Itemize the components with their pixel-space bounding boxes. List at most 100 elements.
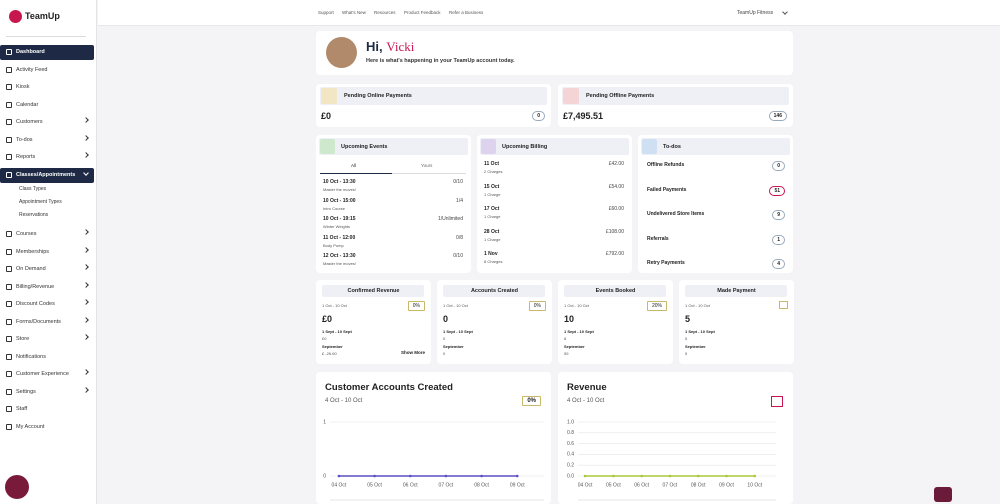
- billing-charges: 1 Charge: [484, 214, 501, 219]
- nav-sub-item[interactable]: Reservations: [19, 212, 49, 218]
- nav-item[interactable]: Dashboard: [16, 49, 45, 55]
- tab-line: [392, 173, 466, 174]
- nav-icon: [6, 318, 12, 325]
- change-badge: 0%: [407, 301, 425, 311]
- card-header: [480, 138, 629, 155]
- prev-range: 1 Sept - 10 Sept: [322, 329, 352, 334]
- x-tick-label: 06 Oct: [634, 482, 649, 488]
- point: [408, 474, 412, 478]
- nav-item[interactable]: Kiosk: [16, 84, 30, 90]
- card-title: To-dos: [663, 144, 681, 150]
- top-link[interactable]: Refer a Business: [449, 10, 484, 15]
- stat-title: Events Booked: [595, 288, 636, 294]
- event-date: 12 Oct - 13:30: [323, 253, 356, 259]
- event-capacity: 0/10: [453, 253, 463, 259]
- nav-sub-item[interactable]: Class Types: [19, 186, 47, 192]
- show-more[interactable]: Show More: [400, 350, 425, 355]
- x-tick-label: 07 Oct: [439, 482, 454, 488]
- billing-charges: 1 Charge: [484, 191, 501, 197]
- card-header: [685, 285, 787, 297]
- search-button[interactable]: [934, 487, 952, 502]
- todo-label[interactable]: Failed Payments: [647, 186, 687, 193]
- top-link[interactable]: What's New: [342, 10, 366, 15]
- nav-item[interactable]: Forms/Documents: [16, 318, 61, 325]
- prev-range: 1 Sept - 10 Sept: [443, 329, 473, 334]
- todo-label[interactable]: Retry Payments: [647, 260, 685, 266]
- nav-item[interactable]: Billing/Revenue: [16, 283, 55, 290]
- nav-icon: [6, 66, 12, 73]
- nav-item[interactable]: Activity Feed: [16, 66, 48, 73]
- y-tick-label: 1.0: [567, 419, 574, 425]
- avatar: [326, 37, 357, 68]
- x-tick-label: 09 Oct: [510, 482, 525, 488]
- top-link[interactable]: Resources: [374, 10, 396, 15]
- top-link[interactable]: Support: [318, 10, 334, 15]
- chart-subtitle: 4 Oct - 10 Oct: [325, 398, 363, 404]
- nav-item[interactable]: Customer Experience: [16, 371, 69, 377]
- nav-item[interactable]: My Account: [16, 423, 45, 430]
- event-date: 10 Oct - 13:30: [323, 179, 356, 185]
- todo-label[interactable]: Undelivered Store Items: [647, 211, 705, 217]
- greeting-word: Hi,: [366, 39, 383, 54]
- welcome-message: Here is what's happening in your TeamUp …: [366, 58, 515, 64]
- card-header: [564, 285, 666, 297]
- y-tick-label: 0.8: [567, 430, 574, 436]
- account-menu[interactable]: TeamUp Fitness: [737, 10, 774, 16]
- nav-item[interactable]: Settings: [16, 388, 36, 395]
- greeting: Hi, Vicki: [366, 39, 414, 55]
- line-chart: 0 1 04 Oct 05 Oct 06 Oct 07 Oct 08 Oct 09 Oct: [323, 419, 544, 501]
- todo-count: 1: [772, 234, 785, 245]
- nav-item[interactable]: Discount Codes: [16, 301, 55, 307]
- nav-icon: [6, 301, 12, 307]
- billing-date: 1 Nov: [484, 251, 498, 257]
- nav-item[interactable]: Customers: [16, 119, 43, 125]
- nav-icon: [6, 171, 12, 178]
- change-badge: 0%: [528, 301, 546, 311]
- x-tick-label: 10 Oct: [747, 482, 762, 488]
- month-value: £ -26.60: [322, 351, 337, 356]
- nav-item[interactable]: Courses: [16, 231, 37, 237]
- prev-value: £0: [322, 336, 327, 341]
- event-name: Intro Course: [323, 205, 346, 211]
- billing-charges: 2 Charges: [484, 169, 503, 174]
- card-header: [322, 285, 424, 297]
- y-tick-label: 0.2: [567, 463, 574, 469]
- card-title: Pending Offline Payments: [586, 93, 655, 99]
- stat-title: Made Payment: [717, 288, 756, 294]
- nav-icon: [6, 101, 12, 108]
- billing-amount: £792.00: [605, 251, 624, 257]
- billing-date: 15 Oct: [484, 183, 500, 190]
- event-capacity: 0/8: [456, 234, 463, 241]
- x-tick-label: 08 Oct: [474, 482, 489, 488]
- point: [515, 474, 519, 478]
- nav-item[interactable]: Staff: [16, 406, 28, 412]
- chart-title: Customer Accounts Created: [325, 382, 453, 393]
- nav-item[interactable]: Store: [16, 336, 30, 342]
- point: [583, 474, 587, 478]
- nav-item[interactable]: To-dos: [16, 136, 33, 143]
- todo-label[interactable]: Referrals: [647, 235, 669, 242]
- prev-value: 0: [443, 336, 446, 341]
- help-button[interactable]: [5, 475, 29, 499]
- todo-label[interactable]: Offline Refunds: [647, 162, 685, 168]
- top-link[interactable]: Product Feedback: [404, 10, 441, 15]
- nav-item[interactable]: Notifications: [16, 353, 46, 360]
- nav-item[interactable]: On Demand: [16, 266, 46, 272]
- nav-item[interactable]: Memberships: [16, 248, 50, 255]
- event-date: 10 Oct - 19:15: [323, 216, 356, 222]
- y-tick-label: 0.4: [567, 452, 574, 458]
- event-capacity: 1/Unlimited: [437, 216, 463, 222]
- tab[interactable]: Yours: [421, 163, 433, 168]
- nav-icon: [6, 266, 12, 272]
- nav-icon: [6, 371, 12, 377]
- x-tick-label: 09 Oct: [719, 482, 734, 488]
- event-date: 10 Oct - 15:00: [323, 197, 356, 204]
- billing-date: 17 Oct: [484, 206, 500, 212]
- nav-item[interactable]: Classes/Appointments: [16, 171, 76, 178]
- tab[interactable]: All: [351, 163, 357, 168]
- amount: £0: [321, 111, 332, 121]
- nav-sub-item[interactable]: Appointment Types: [19, 199, 62, 205]
- nav-item[interactable]: Calendar: [16, 101, 39, 108]
- nav-item[interactable]: Reports: [16, 154, 36, 160]
- nav-icon: [6, 84, 12, 90]
